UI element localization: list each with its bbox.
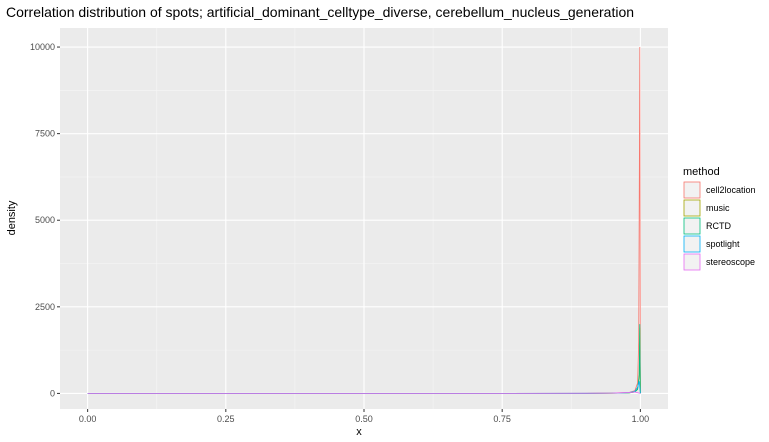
- x-tick-label: 0.00: [79, 414, 97, 424]
- legend-item-music: music: [683, 199, 730, 217]
- x-tick-label: 0.25: [217, 414, 235, 424]
- legend-item-cell2location: cell2location: [683, 181, 756, 199]
- x-tick-label: 0.50: [355, 414, 373, 424]
- series-layer: [87, 47, 641, 394]
- x-axis-title: x: [356, 426, 362, 438]
- chart-title: Correlation distribution of spots; artif…: [6, 4, 634, 20]
- legend-key-music: [683, 199, 701, 217]
- legend-item-spotlight: spotlight: [683, 235, 740, 253]
- legend-label-music: music: [706, 203, 730, 213]
- legend-label-cell2location: cell2location: [706, 185, 756, 195]
- legend-item-stereoscope: stereoscope: [683, 253, 755, 271]
- y-tick-label: 2500: [35, 302, 55, 312]
- y-axis-title: density: [6, 200, 18, 235]
- y-tick-label: 7500: [35, 129, 55, 139]
- y-axis: 0 2500 5000 7500 10000: [30, 42, 60, 398]
- x-tick-label: 1.00: [632, 414, 650, 424]
- legend-item-rctd: RCTD: [683, 217, 731, 235]
- y-tick-label: 5000: [35, 215, 55, 225]
- legend-label-stereoscope: stereoscope: [706, 257, 755, 267]
- y-tick-label: 10000: [30, 42, 55, 52]
- legend-label-rctd: RCTD: [706, 221, 731, 231]
- legend-key-spotlight: [683, 235, 701, 253]
- x-axis: 0.00 0.25 0.50 0.75 1.00: [79, 409, 649, 424]
- legend-key-stereoscope: [683, 253, 701, 271]
- density-curve-stereoscope: [87, 391, 641, 394]
- y-tick-label: 0: [50, 388, 55, 398]
- legend-title: method: [683, 166, 720, 178]
- x-tick-label: 0.75: [493, 414, 511, 424]
- legend-label-spotlight: spotlight: [706, 239, 740, 249]
- legend-key-cell2location: [683, 181, 701, 199]
- legend-key-rctd: [683, 217, 701, 235]
- legend: method cell2location music RCTD spotlight st…: [683, 166, 756, 271]
